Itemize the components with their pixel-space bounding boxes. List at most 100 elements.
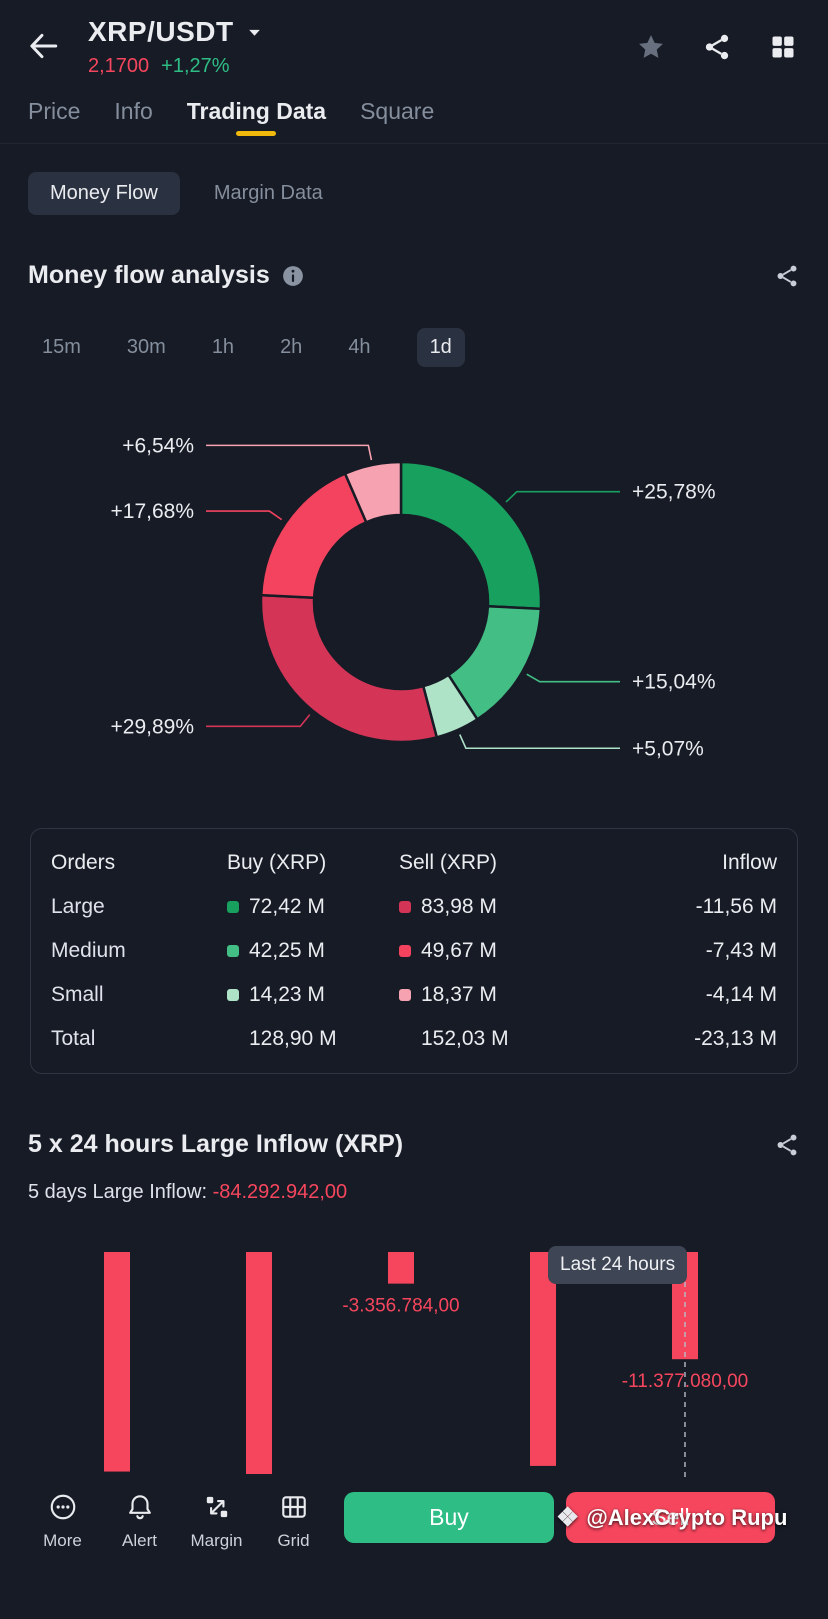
- apps-grid-icon: [772, 36, 794, 58]
- money-flow-title: Money flow analysis: [28, 261, 270, 289]
- buy-button[interactable]: Buy: [344, 1492, 554, 1543]
- inflow-bar-2: [246, 1252, 272, 1474]
- inflow-value: -11,56 M: [695, 895, 777, 918]
- donut-leader-line: [206, 510, 283, 521]
- sell-cell: 18,37 M: [399, 983, 579, 1007]
- donut-slice-sell-medium: [259, 472, 368, 600]
- section-share-button[interactable]: [774, 263, 800, 289]
- sell-medium-dot: [399, 945, 411, 957]
- row-label: Medium: [51, 939, 126, 962]
- price-row: 2,1700 +1,27%: [88, 55, 632, 78]
- tab-square-label: Square: [360, 98, 435, 124]
- watermark-text: @AlexCrypto Rupu: [586, 1504, 788, 1530]
- pair-title-block: XRP/USDT 2,1700 +1,27%: [88, 16, 632, 78]
- nav-label: Margin: [190, 1531, 243, 1550]
- subtab-money-flow[interactable]: Money Flow: [28, 172, 180, 215]
- subtabs: Money Flow Margin Data: [0, 144, 828, 215]
- timeframe-1d[interactable]: 1d: [416, 327, 465, 367]
- share-icon: [777, 1134, 797, 1155]
- table-row-small: Small 14,23 M 18,37 M -4,14 M: [51, 973, 777, 1017]
- timeframe-2h[interactable]: 2h: [280, 335, 303, 358]
- nav-item-margin[interactable]: Margin: [178, 1492, 255, 1551]
- money-flow-donut-chart: +25,78% +15,04% +5,07% +29,89% +17,68% +6,54%: [0, 434, 828, 780]
- tab-square[interactable]: Square: [360, 98, 434, 143]
- timeframe-15m[interactable]: 15m: [42, 335, 81, 358]
- orders-table: Orders Buy (XRP) Sell (XRP) Inflow Large…: [30, 828, 798, 1074]
- bar-value-label-3: -3.356.784,00: [342, 1296, 459, 1317]
- nav-item-alert[interactable]: Alert: [101, 1492, 178, 1551]
- share-icon: [705, 34, 729, 60]
- inflow-value: -4,14 M: [705, 983, 777, 1006]
- timeframe-1h[interactable]: 1h: [211, 335, 235, 358]
- sell-cell: 152,03 M: [399, 1027, 579, 1051]
- row-label: Total: [51, 1027, 96, 1050]
- inflow-value: -23,13 M: [694, 1027, 777, 1050]
- table-row-large: Large 72,42 M 83,98 M -11,56 M: [51, 885, 777, 929]
- sell-button[interactable]: Sell: [566, 1492, 775, 1543]
- timeframe-30m[interactable]: 30m: [126, 335, 166, 358]
- tab-info[interactable]: Info: [114, 98, 152, 143]
- donut-label-buy-medium: +15,04%: [632, 671, 716, 694]
- buy-value: 42,25 M: [249, 939, 325, 962]
- favorite-button[interactable]: [632, 28, 670, 66]
- donut-label-sell-large: +29,89%: [111, 715, 195, 738]
- nav-item-grid[interactable]: Grid: [255, 1492, 332, 1551]
- col-orders: Orders: [51, 851, 116, 874]
- buy-value: 128,90 M: [249, 1027, 337, 1050]
- header: XRP/USDT 2,1700 +1,27%: [0, 0, 828, 78]
- buy-large-dot: [227, 901, 239, 913]
- subtab-margin-data[interactable]: Margin Data: [213, 182, 323, 204]
- orders-table-header: Orders Buy (XRP) Sell (XRP) Inflow: [51, 841, 777, 885]
- sell-cell: 49,67 M: [399, 939, 579, 963]
- share-button[interactable]: [698, 28, 736, 66]
- row-label: Large: [51, 895, 105, 918]
- share-icon: [777, 265, 797, 286]
- margin-icon: [206, 1496, 227, 1518]
- buy-cell: 128,90 M: [227, 1027, 399, 1051]
- chevron-down-icon: [248, 29, 260, 36]
- header-actions: [632, 28, 802, 66]
- buy-cell: 14,23 M: [227, 983, 399, 1007]
- donut-slice-buy-large: [399, 460, 543, 611]
- nav-label: Alert: [122, 1531, 157, 1550]
- section-share-button[interactable]: [774, 1132, 800, 1158]
- table-row-total: Total 128,90 M 152,03 M -23,13 M: [51, 1017, 777, 1061]
- col-inflow: Inflow: [722, 851, 777, 874]
- nav-label: More: [43, 1531, 82, 1550]
- apps-menu-button[interactable]: [764, 28, 802, 66]
- row-label: Small: [51, 983, 104, 1006]
- last-24-hours-tooltip: Last 24 hours: [548, 1246, 688, 1284]
- main-tabs: Price Info Trading Data Square: [0, 78, 828, 144]
- tab-trading-data[interactable]: Trading Data: [187, 98, 326, 143]
- bar-value-label-5: -11.377.080,00: [622, 1371, 748, 1392]
- nav-item-more[interactable]: More: [24, 1492, 101, 1551]
- large-inflow-title: 5 x 24 hours Large Inflow (XRP): [28, 1130, 404, 1158]
- tab-price[interactable]: Price: [28, 98, 80, 143]
- subtitle-value: -84.292.942,00: [212, 1181, 348, 1203]
- large-inflow-subtitle: 5 days Large Inflow: -84.292.942,00: [0, 1181, 828, 1204]
- donut-label-sell-small: +6,54%: [122, 434, 194, 457]
- pair-symbol: XRP/USDT: [88, 16, 234, 47]
- nav-label: Grid: [277, 1531, 310, 1550]
- info-button[interactable]: [282, 265, 304, 287]
- subtitle-label: 5 days Large Inflow:: [28, 1181, 207, 1203]
- donut-leader-line: [206, 714, 311, 728]
- bar-chart-svg: -3.356.784,00 -11.377.080,00: [104, 1252, 748, 1484]
- buy-value: 14,23 M: [249, 983, 325, 1006]
- buy-cell: 42,25 M: [227, 939, 399, 963]
- sell-small-dot: [399, 989, 411, 1001]
- large-inflow-bar-chart: Last 24 hours -3.356.784,00 -11.377.080,0…: [0, 1246, 828, 1484]
- pair-selector[interactable]: XRP/USDT: [88, 16, 632, 48]
- star-icon: [639, 35, 663, 58]
- sell-value: 83,98 M: [421, 895, 497, 918]
- donut-slice-sell-small: [343, 460, 403, 524]
- buy-cell: 72,42 M: [227, 895, 399, 919]
- money-flow-section-head: Money flow analysis: [0, 261, 828, 290]
- sell-cell: 83,98 M: [399, 895, 579, 919]
- timeframe-4h[interactable]: 4h: [348, 335, 371, 358]
- bottom-nav: More Alert Margin: [24, 1492, 332, 1551]
- price-change-percent: +1,27%: [161, 55, 230, 77]
- back-button[interactable]: [26, 24, 70, 68]
- tab-trading-data-label: Trading Data: [186, 98, 327, 124]
